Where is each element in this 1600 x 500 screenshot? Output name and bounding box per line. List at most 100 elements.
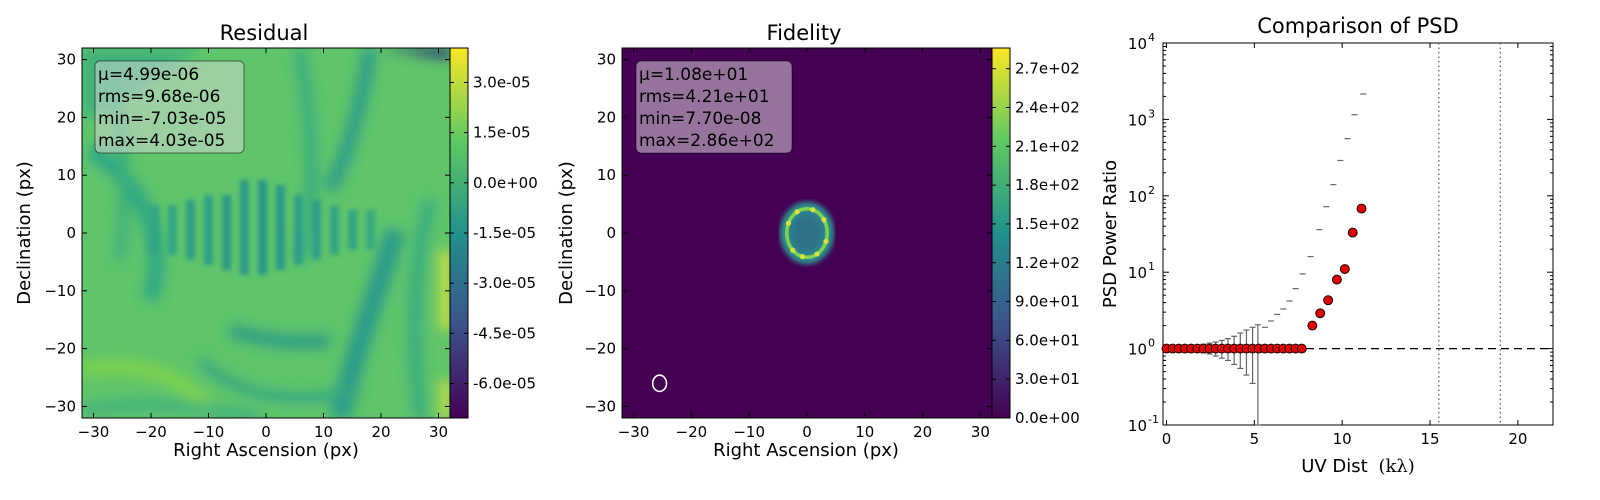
colorbar-tick-label: 2.1e+02 — [1015, 137, 1080, 155]
residual-stats-box: μ=4.99e-06 rms=9.68e-06 min=-7.03e-05 ma… — [94, 60, 245, 154]
psd-ratio-point — [1296, 343, 1307, 354]
x-tick-label: 15 — [1420, 430, 1439, 448]
y-tick-label: 20 — [597, 108, 616, 126]
ring-hotspot — [790, 247, 796, 253]
fidelity-stat-max: max=2.86e+02 — [639, 131, 774, 151]
x-tick-label: −20 — [676, 423, 708, 441]
residual-stat-mean: μ=4.99e-06 — [98, 65, 199, 85]
fidelity-y-axis: 30 20 10 0 −10 −20 −30 — [584, 51, 992, 415]
psd-ratio-point — [1307, 320, 1318, 331]
residual-title: Residual — [220, 21, 309, 45]
colorbar-tick-label: 9.0e+01 — [1015, 293, 1080, 311]
y-tick-label: −10 — [44, 282, 76, 300]
ring-hotspot — [821, 217, 827, 223]
colorbar-tick-label: 6.0e+01 — [1015, 331, 1080, 349]
y-tick-base: 10 — [1128, 264, 1147, 282]
x-tick-label: 20 — [371, 423, 390, 441]
x-tick-label: 0 — [261, 423, 271, 441]
residual-image — [82, 48, 450, 418]
x-tick-label: −10 — [733, 423, 765, 441]
y-tick-label: 30 — [597, 51, 616, 69]
fidelity-colorbar: 2.7e+02 2.4e+02 2.1e+02 1.8e+02 1.5e+02 1.2e+… — [991, 47, 1080, 427]
x-tick-label: 20 — [913, 423, 932, 441]
psd-xlabel-units: (kλ) — [1378, 456, 1414, 477]
y-tick-label: 10 -1 — [1128, 413, 1159, 435]
x-tick-label: 30 — [429, 423, 448, 441]
psd-title: Comparison of PSD — [1257, 14, 1459, 38]
psd-ylabel: PSD Power Ratio — [1100, 160, 1121, 308]
x-tick-label: −30 — [78, 423, 110, 441]
beam-ellipse — [651, 374, 668, 393]
colorbar-tick-label: -1.5e-05 — [473, 224, 536, 242]
y-tick-label: 30 — [57, 51, 76, 69]
residual-stat-rms: rms=9.68e-06 — [98, 87, 220, 107]
colorbar-tick-label: -6.0e-05 — [473, 375, 536, 393]
y-tick-base: 10 — [1128, 188, 1147, 206]
y-tick-label: −30 — [584, 397, 616, 415]
y-tick-label: −20 — [584, 340, 616, 358]
x-tick-label: −30 — [618, 423, 650, 441]
y-tick-label: 10 2 — [1128, 184, 1155, 206]
psd-ratio-point — [1323, 295, 1334, 306]
colorbar-tick-label: 0.0e+00 — [473, 174, 538, 192]
y-tick-label: 10 3 — [1128, 107, 1155, 129]
y-tick-exponent: 1 — [1148, 260, 1155, 273]
y-tick-label: 10 0 — [1128, 337, 1155, 359]
residual-stat-min: min=-7.03e-05 — [98, 109, 227, 129]
psd-ratio-point — [1347, 227, 1358, 238]
fidelity-hotspots — [785, 207, 829, 260]
x-tick-label: 30 — [971, 423, 990, 441]
ring-hotspot — [823, 238, 829, 244]
fidelity-x-axis: −30 −20 −10 0 10 20 30 — [618, 48, 990, 441]
y-tick-label: −30 — [44, 397, 76, 415]
y-tick-label: 0 — [66, 224, 76, 242]
ring-hotspot — [810, 207, 816, 213]
x-tick-label: 5 — [1250, 430, 1260, 448]
y-tick-label: −20 — [44, 340, 76, 358]
colorbar-tick-label: -4.5e-05 — [473, 324, 536, 342]
x-tick-label: 10 — [1333, 430, 1352, 448]
x-tick-label: 0 — [1162, 430, 1172, 448]
fidelity-panel: Fidelity −30 −20 −10 0 10 20 30 3020100−10−20−… — [556, 21, 1080, 461]
y-tick-exponent: 0 — [1148, 337, 1155, 350]
colorbar-tick-label: 3.0e+01 — [1015, 370, 1080, 388]
psd-ratio-point — [1315, 308, 1326, 319]
fidelity-stat-mean: μ=1.08e+01 — [639, 65, 748, 85]
colorbar-tick-label: 3.0e-05 — [473, 73, 531, 91]
x-tick-label: 0 — [802, 423, 812, 441]
y-tick-label: 10 — [57, 166, 76, 184]
fidelity-ring-center — [789, 211, 825, 255]
x-tick-label: −10 — [193, 423, 225, 441]
psd-ratio-point — [1339, 264, 1350, 274]
residual-ylabel: Declination (px) — [14, 161, 35, 305]
psd-ratio-point — [1356, 203, 1367, 214]
ring-hotspot — [794, 209, 800, 215]
colorbar-tick-label: 1.5e+02 — [1015, 215, 1080, 233]
x-tick-label: 10 — [855, 423, 874, 441]
colorbar-tick-label: 1.5e-05 — [473, 124, 531, 142]
residual-panel: Residual — [14, 21, 538, 461]
y-tick-exponent: 3 — [1148, 107, 1155, 120]
residual-stat-max: max=4.03e-05 — [98, 131, 225, 151]
fidelity-title: Fidelity — [767, 21, 842, 45]
fidelity-xlabel: Right Ascension (px) — [713, 440, 899, 461]
y-tick-exponent: -1 — [1148, 413, 1159, 426]
x-tick-label: 10 — [314, 423, 333, 441]
x-tick-label: −20 — [135, 423, 167, 441]
residual-stripes — [150, 180, 375, 275]
ring-hotspot — [799, 254, 806, 260]
colorbar-tick-label: 1.8e+02 — [1015, 176, 1080, 194]
y-tick-label: 0 — [606, 224, 616, 242]
fidelity-stat-rms: rms=4.21e+01 — [639, 87, 770, 107]
y-tick-base: 10 — [1128, 417, 1147, 435]
y-tick-exponent: 4 — [1148, 31, 1155, 44]
colorbar-tick-label: 2.7e+02 — [1015, 60, 1080, 78]
residual-colorbar: 3.0e-05 1.5e-05 0.0e+00 -1.5e-05 -3.0e-05 -4.… — [449, 47, 538, 419]
y-tick-base: 10 — [1128, 35, 1147, 53]
y-tick-label: −10 — [584, 282, 616, 300]
psd-ratio-point — [1331, 274, 1342, 285]
y-tick-label: 10 — [597, 166, 616, 184]
